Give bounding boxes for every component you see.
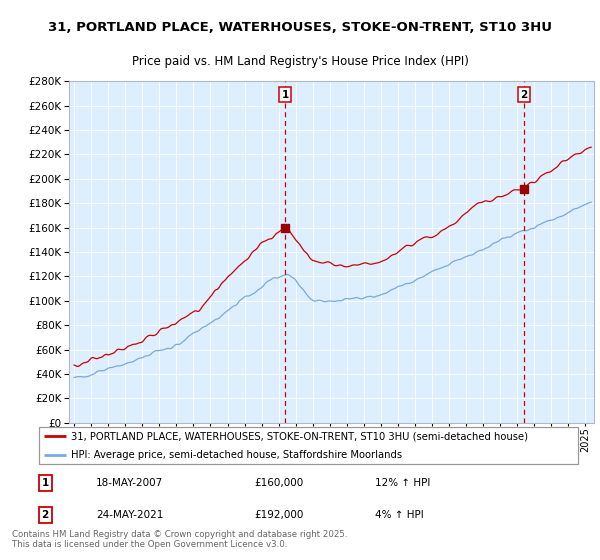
Text: Contains HM Land Registry data © Crown copyright and database right 2025.
This d: Contains HM Land Registry data © Crown c… <box>12 530 347 549</box>
Text: 18-MAY-2007: 18-MAY-2007 <box>96 478 163 488</box>
Text: Price paid vs. HM Land Registry's House Price Index (HPI): Price paid vs. HM Land Registry's House … <box>131 55 469 68</box>
Text: 2: 2 <box>41 510 49 520</box>
Text: 2: 2 <box>520 90 527 100</box>
Text: 24-MAY-2021: 24-MAY-2021 <box>96 510 163 520</box>
Text: 31, PORTLAND PLACE, WATERHOUSES, STOKE-ON-TRENT, ST10 3HU (semi-detached house): 31, PORTLAND PLACE, WATERHOUSES, STOKE-O… <box>71 432 529 441</box>
Text: 12% ↑ HPI: 12% ↑ HPI <box>374 478 430 488</box>
Text: 1: 1 <box>281 90 289 100</box>
Text: £160,000: £160,000 <box>254 478 304 488</box>
Text: £192,000: £192,000 <box>254 510 304 520</box>
Text: 4% ↑ HPI: 4% ↑ HPI <box>374 510 423 520</box>
Text: 31, PORTLAND PLACE, WATERHOUSES, STOKE-ON-TRENT, ST10 3HU: 31, PORTLAND PLACE, WATERHOUSES, STOKE-O… <box>48 21 552 34</box>
Text: HPI: Average price, semi-detached house, Staffordshire Moorlands: HPI: Average price, semi-detached house,… <box>71 450 403 460</box>
FancyBboxPatch shape <box>39 427 578 464</box>
Text: 1: 1 <box>41 478 49 488</box>
